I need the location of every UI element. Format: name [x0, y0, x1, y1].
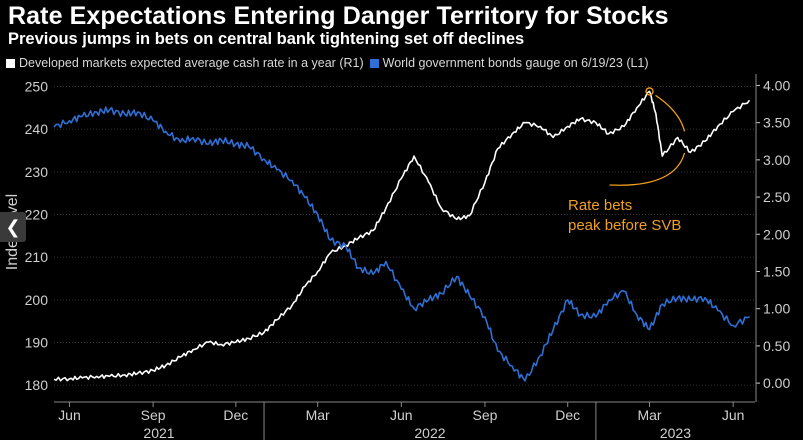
series-line-bonds-gauge: [53, 106, 750, 382]
left-tick-label: 240: [25, 121, 49, 137]
chevron-left-icon: ❮: [5, 216, 21, 237]
legend-item-cash-rate: Developed markets expected average cash …: [6, 56, 364, 70]
series-line-cash-rate: [53, 90, 751, 382]
x-tick-label: Sep: [473, 407, 498, 423]
right-tick-label: 4.00: [763, 77, 790, 93]
x-tick-label: Jun: [58, 407, 81, 423]
x-tick-label: Dec: [555, 407, 580, 423]
chart-legend: Developed markets expected average cash …: [6, 56, 655, 70]
x-tick-label: Dec: [223, 407, 248, 423]
right-tick-label: 3.00: [763, 152, 790, 168]
x-tick-label: Mar: [637, 407, 661, 423]
right-tick-label: 1.50: [763, 263, 790, 279]
x-tick-label: Jun: [722, 407, 745, 423]
chart-subtitle: Previous jumps in bets on central bank t…: [8, 30, 525, 48]
right-tick-label: 1.00: [763, 301, 790, 317]
right-tick-label: 2.00: [763, 226, 790, 242]
left-tick-label: 230: [25, 164, 49, 180]
legend-item-bonds-gauge: World government bonds gauge on 6/19/23 …: [369, 56, 649, 70]
legend-swatch-white: [6, 58, 15, 68]
left-tick-label: 250: [25, 79, 49, 95]
chart-title: Rate Expectations Entering Danger Territ…: [8, 2, 669, 30]
annotation-arrow: [609, 152, 686, 186]
left-tick-label: 180: [25, 377, 49, 393]
left-tick-label: 190: [25, 335, 49, 351]
legend-label-cash-rate: Developed markets expected average cash …: [19, 56, 364, 70]
annotation-text: Rate bets: [568, 197, 632, 214]
year-label: 2022: [414, 425, 445, 440]
year-label: 2021: [143, 425, 174, 440]
left-tick-label: 220: [25, 207, 49, 223]
x-tick-label: Jun: [390, 407, 413, 423]
annotation-marker: [645, 87, 654, 96]
right-tick-label: 0.00: [763, 375, 790, 391]
right-tick-label: 0.50: [763, 338, 790, 354]
right-tick-label: 2.50: [763, 189, 790, 205]
x-tick-label: Mar: [306, 407, 330, 423]
x-tick-label: Sep: [141, 407, 166, 423]
legend-label-bonds-gauge: World government bonds gauge on 6/19/23 …: [382, 56, 649, 70]
previous-slide-button[interactable]: ❮: [0, 212, 26, 242]
year-label: 2023: [660, 425, 691, 440]
left-tick-label: 200: [25, 292, 49, 308]
annotation-arrow-head-curve: [655, 94, 686, 132]
right-tick-label: 3.50: [763, 115, 790, 131]
left-tick-label: 210: [25, 249, 49, 265]
legend-swatch-blue: [369, 58, 379, 68]
annotation-text: peak before SVB: [568, 217, 681, 234]
